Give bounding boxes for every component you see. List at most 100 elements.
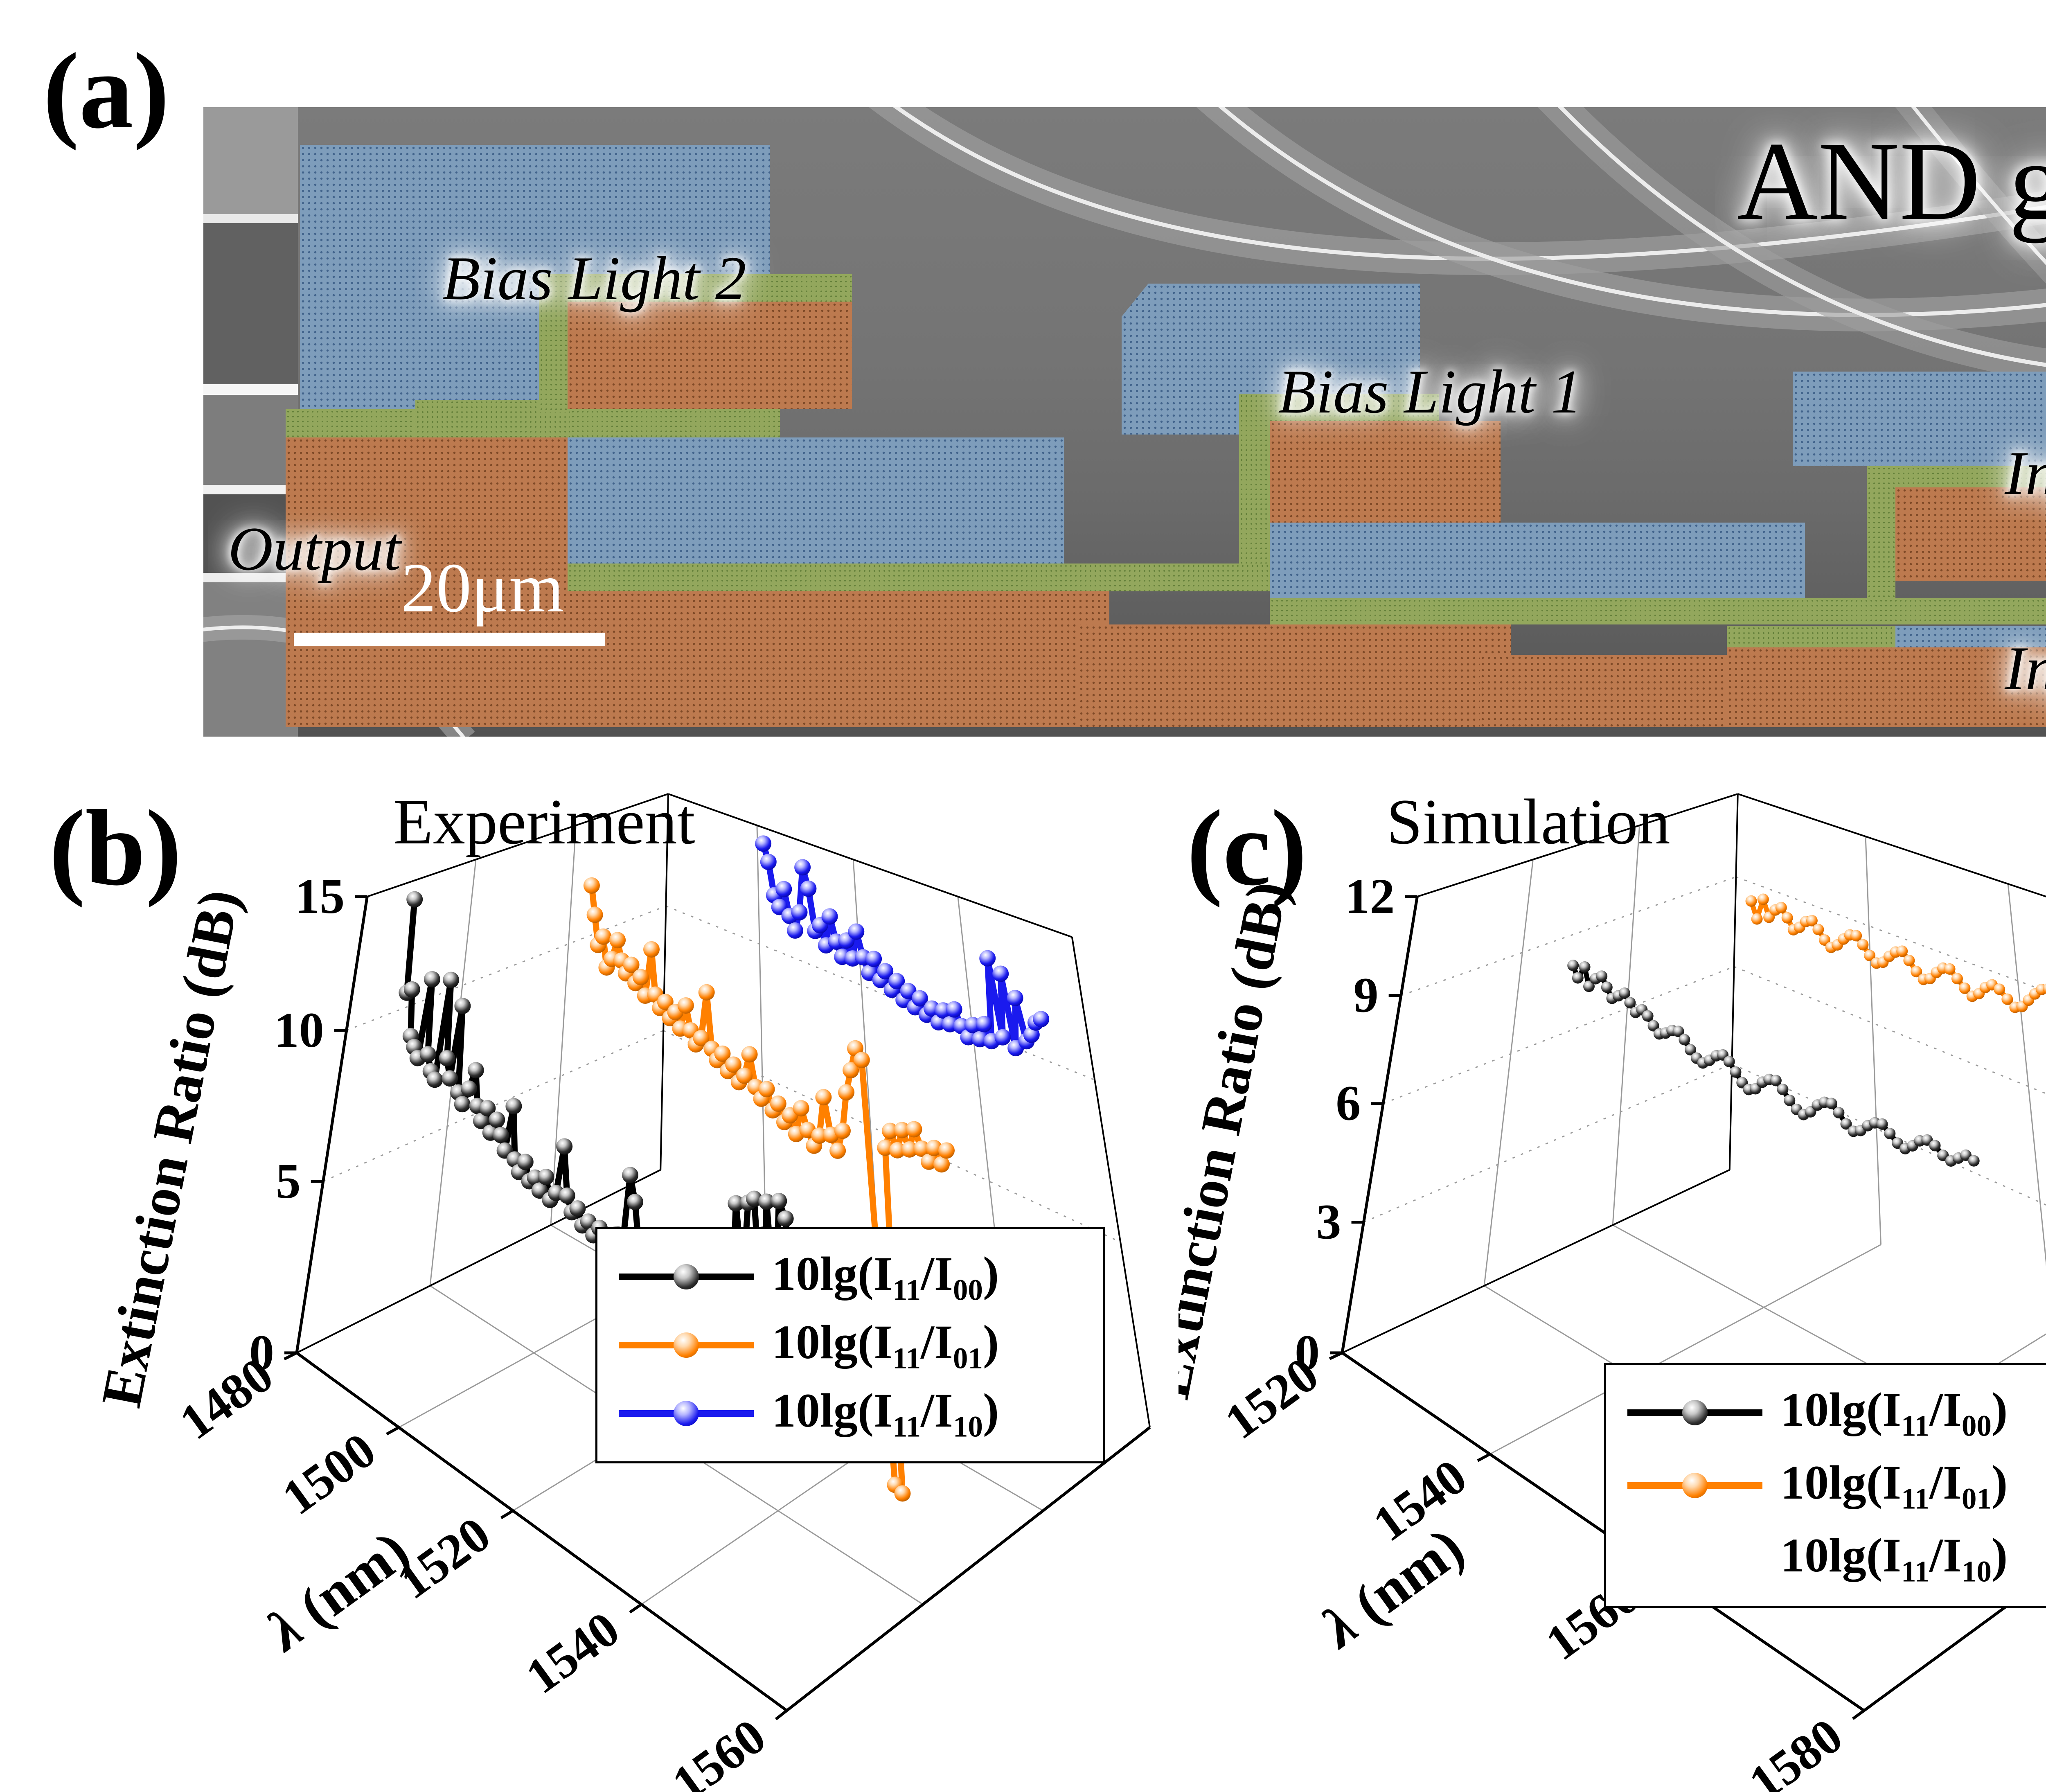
- input-b-label: Input B: [2005, 634, 2046, 703]
- data-point: [1672, 1026, 1684, 1037]
- x-tick: [284, 1351, 297, 1361]
- legend-swatch-black: [1627, 1400, 1762, 1426]
- series-1-markers: [583, 877, 955, 1502]
- data-point: [760, 854, 777, 870]
- data-point: [1745, 895, 1757, 907]
- legend-label: 10lg(I11/I00): [1780, 1383, 2008, 1443]
- pc-region-orange-bias1: [1270, 421, 1501, 528]
- legend-label: 10lg(I11/I01): [1780, 1456, 2008, 1515]
- pc-waveguide-bus-2: [1270, 598, 2046, 625]
- pc-waveguide-top-2: [1239, 393, 1439, 422]
- pc-region-blue-4: [1270, 523, 1805, 598]
- wall-right: [1729, 794, 2046, 1326]
- edge-x-axis: [295, 1352, 788, 1712]
- data-point: [843, 1062, 859, 1079]
- data-point: [793, 1100, 809, 1117]
- data-point: [771, 1192, 787, 1209]
- data-point: [794, 859, 811, 876]
- pc-waveguide-top-3: [1867, 466, 2046, 487]
- legend-label: 10lg(I11/I10): [772, 1384, 999, 1443]
- data-point: [758, 1081, 775, 1098]
- bias-light-2-label: Bias Light 2: [442, 243, 746, 313]
- data-point: [479, 1100, 496, 1117]
- x-tick: [500, 1509, 514, 1519]
- legend-row: 10lg(I11/I01): [619, 1314, 1082, 1376]
- and-gate-label: AND gate: [1737, 119, 2046, 244]
- z-axis-title: Extinction Ratio (dB): [89, 884, 252, 1412]
- data-point: [926, 1140, 942, 1156]
- edge-right-top: [668, 793, 1073, 938]
- edge-floor-front-right: [1863, 1575, 2046, 1712]
- data-point: [1937, 1150, 1949, 1161]
- data-point: [454, 1096, 471, 1113]
- data-point: [1960, 1149, 1972, 1161]
- x-tick: [1329, 1351, 1343, 1360]
- data-point: [1812, 924, 1824, 935]
- data-point: [746, 1190, 762, 1207]
- data-point: [1896, 945, 1908, 957]
- legend-experiment: 10lg(I11/I00) 10lg(I11/I01) 10lg(I11/I10…: [595, 1227, 1105, 1463]
- scale-bar-label: 20μm: [401, 549, 564, 627]
- leftwall-zgrid: [1363, 1063, 1732, 1223]
- output-label: Output: [228, 514, 401, 583]
- data-point: [1833, 1107, 1845, 1118]
- rightwall-grid-x: [1865, 836, 1882, 1245]
- rightwall-grid-x: [756, 825, 766, 1225]
- data-point: [1781, 912, 1793, 924]
- data-point: [775, 881, 792, 897]
- panel-a-tag: (a): [43, 31, 169, 151]
- data-point: [728, 1195, 744, 1212]
- data-point: [821, 908, 838, 925]
- data-point: [583, 877, 600, 894]
- leftwall-grid: [1612, 825, 1640, 1225]
- data-point: [755, 835, 772, 852]
- edge-floor-left: [296, 1169, 661, 1354]
- series-0-markers: [1567, 960, 1980, 1167]
- data-point: [622, 1167, 638, 1183]
- data-point: [443, 972, 460, 988]
- data-point: [848, 923, 865, 940]
- legend-row: 10lg(I11/I10): [619, 1383, 1082, 1444]
- pc-region-orange-bias2: [568, 302, 852, 410]
- data-point: [800, 880, 817, 897]
- legend-swatch-blue: [619, 1400, 754, 1427]
- data-point: [853, 1052, 870, 1068]
- data-point: [643, 941, 660, 958]
- x-tick: [1477, 1453, 1491, 1462]
- data-point: [403, 981, 420, 998]
- data-point: [1583, 981, 1595, 992]
- pc-waveguide-vert-3: [1867, 466, 1896, 600]
- data-point: [758, 1193, 775, 1210]
- pc-region-orange-band-2: [1078, 624, 1511, 727]
- panel-c-title: Simulation: [1386, 786, 1670, 858]
- z-tick-label: 0: [249, 1325, 274, 1380]
- data-point: [569, 1200, 586, 1217]
- data-point: [1619, 987, 1631, 999]
- x-tick-label: 1540: [516, 1601, 629, 1704]
- edge-back-vertical: [660, 793, 669, 1170]
- data-point: [492, 1127, 509, 1143]
- data-point: [1864, 950, 1876, 961]
- pc-region-orange-inputA: [1895, 487, 2046, 581]
- data-point: [1601, 981, 1613, 993]
- data-point: [517, 1154, 534, 1170]
- data-point: [976, 1016, 992, 1032]
- legend-label: 10lg(I11/I00): [772, 1247, 999, 1307]
- data-point: [1730, 1066, 1742, 1078]
- data-point: [531, 1182, 548, 1199]
- data-point: [888, 973, 905, 990]
- x-tick-label: 1560: [662, 1708, 776, 1792]
- pc-region-orange-inputB: [1726, 647, 2046, 727]
- data-point: [595, 928, 612, 945]
- data-point: [815, 1089, 832, 1106]
- data-point: [829, 1142, 846, 1159]
- pc-region-orange-band-3: [1480, 655, 1737, 727]
- edge-left-top: [367, 793, 669, 897]
- panel-b-title: Experiment: [393, 786, 695, 858]
- data-point: [838, 1084, 855, 1101]
- legend-label: 10lg(I11/I01): [772, 1315, 999, 1375]
- leftwall-grid: [550, 825, 577, 1225]
- z-axis-title: Extinction Ratio (dB): [1178, 876, 1300, 1404]
- x-tick-label: 1500: [273, 1422, 386, 1526]
